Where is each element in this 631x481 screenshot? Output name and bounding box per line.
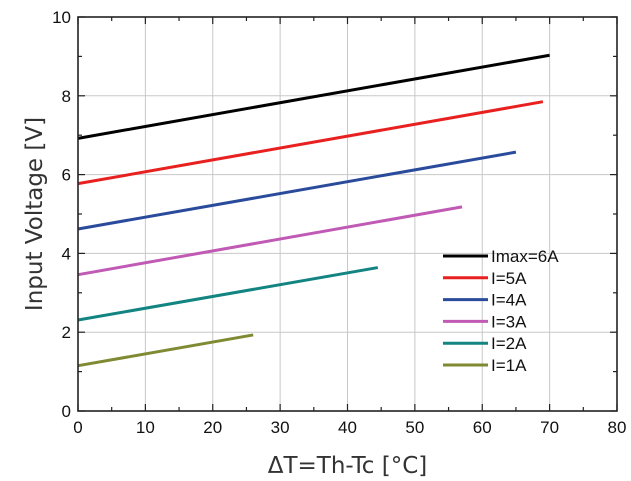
y-tick-labels: 0 2 4 6 8 10 — [52, 8, 71, 421]
x-tick-label: 10 — [136, 418, 155, 437]
y-tick-label: 4 — [62, 244, 71, 263]
legend-label: I=2A — [491, 334, 527, 353]
series-line-imax-6a — [77, 53, 550, 140]
x-tick-label: 70 — [540, 418, 559, 437]
series-line-i-2a — [77, 266, 379, 322]
series-line-i-3a — [77, 205, 463, 277]
y-tick-label: 8 — [62, 87, 71, 106]
series-line-i-4a — [77, 150, 517, 231]
x-tick-label: 20 — [203, 418, 222, 437]
y-tick-label: 10 — [52, 8, 71, 27]
legend-label: I=4A — [491, 291, 527, 310]
series-line-i-1a — [77, 333, 254, 368]
x-tick-label: 30 — [271, 418, 290, 437]
legend: Imax=6A I=5A I=4A I=3A I=2A I=1A — [443, 247, 559, 375]
x-tick-label: 0 — [73, 418, 82, 437]
axis-ticks — [77, 16, 618, 412]
x-tick-labels: 0 10 20 30 40 50 60 70 80 — [73, 418, 626, 437]
y-tick-label: 0 — [62, 402, 71, 421]
y-tick-label: 2 — [62, 323, 71, 342]
legend-label: Imax=6A — [491, 247, 559, 266]
x-tick-label: 50 — [405, 418, 424, 437]
series-line-i-5a — [77, 100, 544, 186]
x-axis-title: ΔT=Th-Tc [°C] — [268, 453, 427, 479]
y-axis-title: Input Voltage [V] — [22, 117, 48, 311]
x-tick-label: 80 — [608, 418, 627, 437]
legend-label: I=1A — [491, 356, 527, 375]
legend-label: I=5A — [491, 269, 527, 288]
y-tick-label: 6 — [62, 166, 71, 185]
legend-label: I=3A — [491, 312, 527, 331]
series-group — [77, 53, 550, 368]
x-tick-label: 40 — [338, 418, 357, 437]
x-tick-label: 60 — [473, 418, 492, 437]
